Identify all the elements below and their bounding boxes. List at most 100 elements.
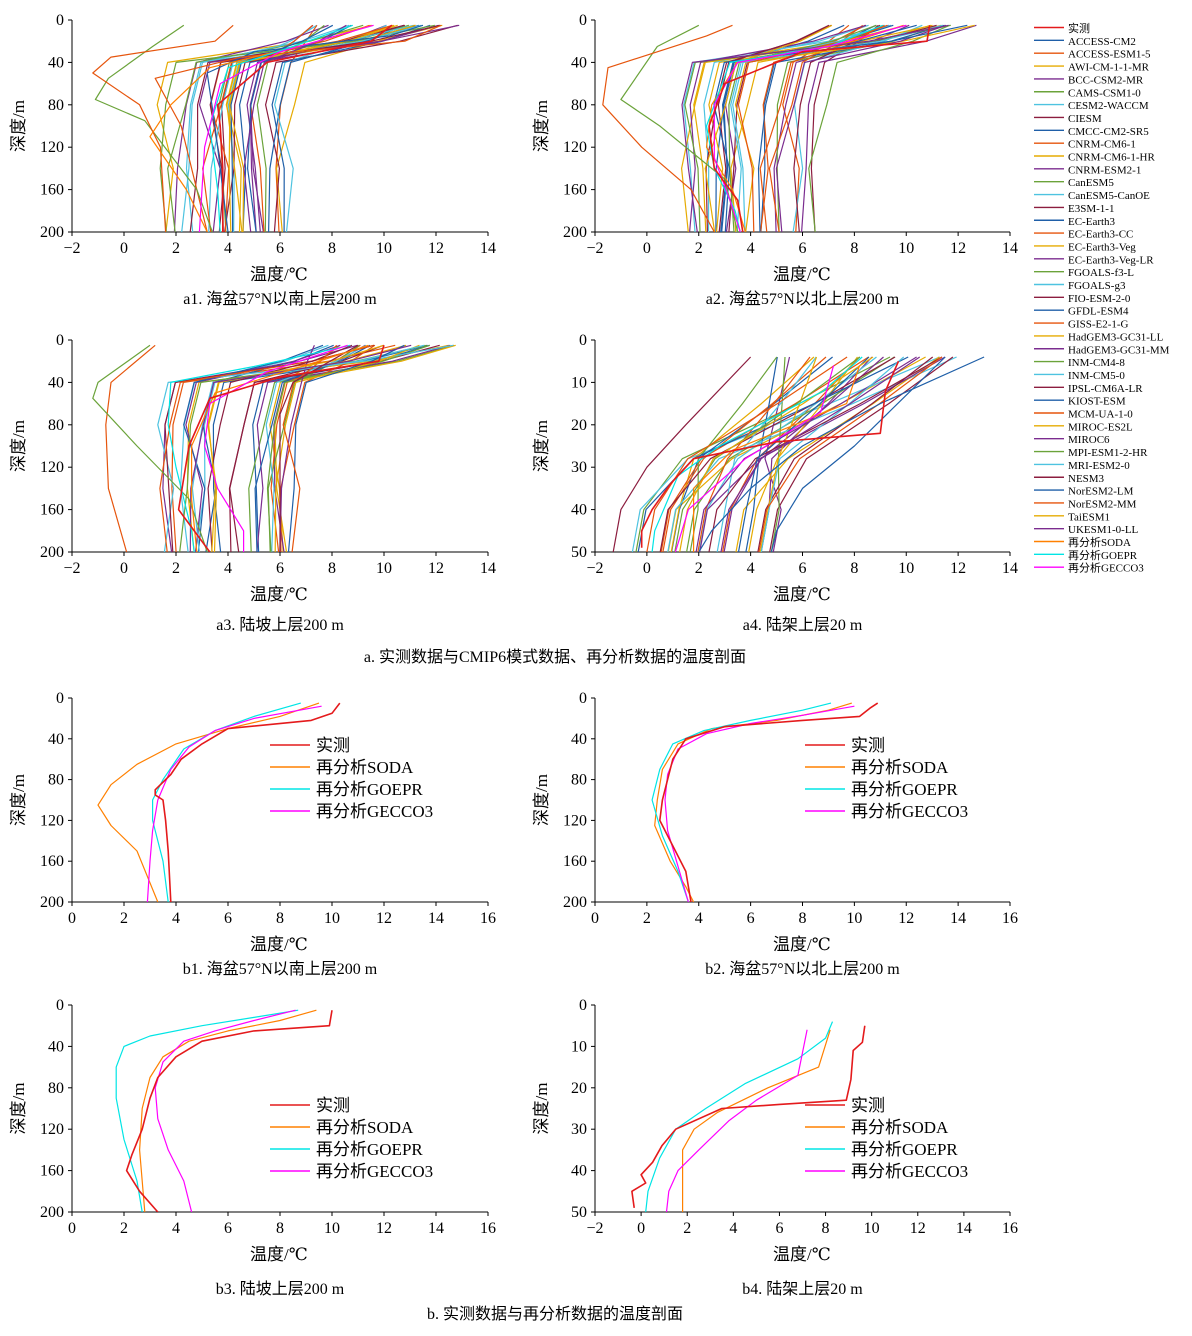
series-line — [167, 24, 364, 232]
x-tick-label: 6 — [799, 240, 807, 257]
series-line — [770, 356, 946, 552]
series-line — [705, 24, 904, 232]
series-line — [659, 702, 879, 902]
chart-caption: b3. 陆坡上层200 m — [216, 1280, 345, 1298]
legend-label: NESM3 — [1068, 473, 1105, 485]
legend-label: NorESM2-MM — [1068, 498, 1137, 510]
x-axis-label: 温度/℃ — [250, 585, 308, 604]
x-tick-label: 6 — [799, 560, 807, 577]
legend-label: FGOALS-g3 — [1068, 280, 1126, 292]
legend-label: ACCESS-CM2 — [1068, 36, 1136, 48]
series-line — [757, 356, 934, 552]
x-tick-label: 6 — [224, 1220, 232, 1237]
series-line — [737, 356, 870, 552]
y-tick-label: 160 — [40, 502, 64, 519]
series-group — [651, 702, 879, 902]
x-tick-label: 10 — [898, 560, 914, 577]
y-tick-label: 200 — [40, 1204, 64, 1221]
y-tick-label: 40 — [48, 731, 64, 748]
series-line — [287, 344, 405, 552]
x-tick-label: 8 — [276, 910, 284, 927]
x-tick-label: 8 — [799, 910, 807, 927]
series-line — [602, 24, 733, 232]
series-line — [256, 344, 451, 552]
legend-label: UKESM1-0-LL — [1068, 524, 1139, 536]
x-tick-label: 12 — [376, 910, 392, 927]
x-tick-label: −2 — [63, 240, 80, 257]
legend-label: 再分析SODA — [851, 1118, 949, 1137]
legend-label: 再分析GECCO3 — [851, 802, 968, 821]
series-group — [631, 1021, 866, 1212]
series-line — [681, 24, 933, 232]
series-line — [204, 344, 348, 552]
y-tick-label: 40 — [571, 54, 587, 71]
y-tick-label: 120 — [563, 812, 587, 829]
series-line — [748, 356, 858, 552]
x-tick-label: 0 — [68, 910, 76, 927]
y-tick-label: 40 — [571, 1163, 587, 1180]
x-tick-label: −2 — [586, 560, 603, 577]
chart-caption: b4. 陆架上层20 m — [742, 1280, 863, 1298]
x-tick-label: 12 — [910, 1220, 926, 1237]
y-tick-label: 40 — [571, 731, 587, 748]
y-tick-label: 20 — [571, 417, 587, 434]
y-tick-label: 40 — [48, 374, 64, 391]
x-tick-label: 6 — [747, 910, 755, 927]
series-line — [254, 344, 371, 552]
x-tick-label: 12 — [376, 1220, 392, 1237]
x-tick-label: 10 — [324, 1220, 340, 1237]
legend-label: 再分析GOEPR — [316, 780, 423, 799]
x-tick-label: 0 — [591, 910, 599, 927]
chart-caption: a1. 海盆57°N以南上层200 m — [183, 290, 377, 308]
series-line — [682, 1029, 831, 1212]
x-tick-label: 2 — [695, 560, 703, 577]
series-line — [728, 24, 877, 232]
legend-label: 再分析SODA — [316, 758, 414, 777]
series-line — [674, 356, 861, 552]
series-line — [198, 24, 460, 232]
y-tick-label: 40 — [48, 1038, 64, 1055]
x-tick-label: 12 — [428, 240, 444, 257]
series-line — [758, 356, 943, 552]
series-line — [716, 356, 817, 552]
legend-label: 再分析GECCO3 — [1068, 561, 1144, 575]
series-line — [708, 25, 931, 232]
series-line — [279, 344, 359, 552]
legend-label: MCM-UA-1-0 — [1068, 409, 1133, 421]
series-line — [693, 24, 907, 232]
series-line — [266, 344, 431, 552]
x-tick-label: 2 — [695, 240, 703, 257]
legend-label: 实测 — [851, 1096, 885, 1115]
series-line — [612, 356, 752, 552]
y-tick-label: 40 — [48, 54, 64, 71]
x-tick-label: 14 — [480, 560, 496, 577]
legend-label: INM-CM5-0 — [1068, 370, 1125, 382]
series-line — [759, 356, 818, 552]
series-line — [230, 24, 334, 232]
x-tick-label: 10 — [898, 240, 914, 257]
x-tick-label: 4 — [747, 240, 755, 257]
y-tick-label: 0 — [56, 997, 64, 1014]
x-tick-label: 16 — [1002, 1220, 1018, 1237]
legend-label: EC-Earth3-CC — [1068, 229, 1133, 241]
legend-label: CESM2-WACCM — [1068, 100, 1149, 112]
x-tick-label: 4 — [172, 1220, 180, 1237]
x-tick-label: 14 — [428, 1220, 444, 1237]
y-tick-label: 0 — [579, 332, 587, 349]
series-line — [757, 24, 945, 232]
series-line — [665, 1029, 808, 1212]
x-tick-label: 10 — [846, 910, 862, 927]
x-tick-label: 8 — [276, 1220, 284, 1237]
y-tick-label: 0 — [579, 690, 587, 707]
y-tick-label: 50 — [571, 544, 587, 561]
series-line — [646, 356, 848, 552]
x-tick-label: 2 — [172, 240, 180, 257]
series-line — [695, 356, 917, 552]
legend-label: MPI-ESM1-2-HR — [1068, 447, 1148, 459]
series-line — [620, 24, 739, 232]
chart-a3: −2 0 2 4 6 8 10 12 14 0 40 80 120 160 200 温度/℃ 深度/m a3. 陆… — [9, 332, 496, 634]
x-tick-label: 0 — [120, 240, 128, 257]
